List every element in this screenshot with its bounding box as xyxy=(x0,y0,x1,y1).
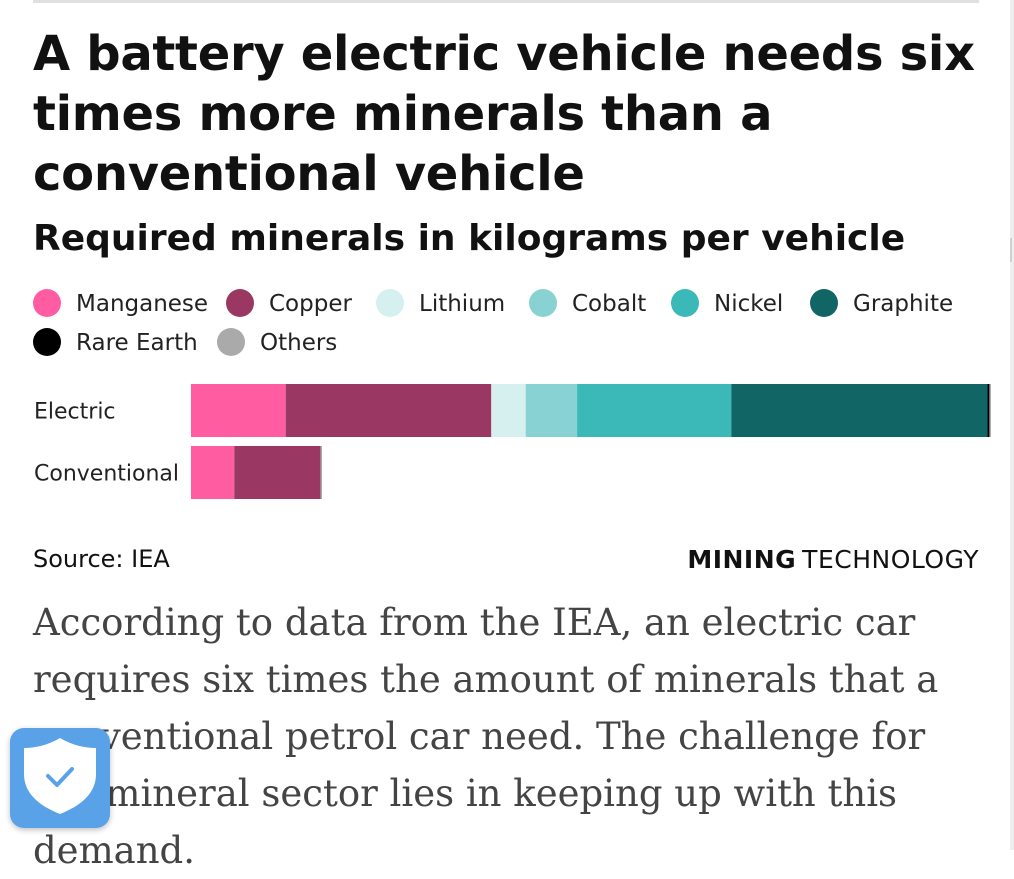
legend-swatch xyxy=(33,289,61,317)
legend-swatch xyxy=(810,289,838,317)
legend-swatch xyxy=(529,289,557,317)
legend-label: Others xyxy=(260,330,338,356)
security-badge-button[interactable] xyxy=(10,728,110,828)
brand-logo: MINING TECHNOLOGY xyxy=(687,544,979,576)
chart-plot-area: Electric Conventional xyxy=(34,384,991,499)
legend-label: Cobalt xyxy=(572,291,647,317)
bar-segment-conventional-copper xyxy=(234,446,321,499)
legend-swatch xyxy=(671,289,699,317)
scrollbar-track[interactable] xyxy=(1010,0,1014,850)
bar-segment-conventional-manganese xyxy=(191,446,235,499)
bar-segment-conventional-others xyxy=(320,446,322,499)
bar-segment-electric-nickel xyxy=(577,384,732,437)
top-rule xyxy=(33,0,979,3)
source-note: Source: IEA xyxy=(33,545,170,573)
legend-label: Nickel xyxy=(714,291,784,317)
category-label-electric: Electric xyxy=(34,400,116,425)
legend-label: Graphite xyxy=(853,291,954,317)
bar-segment-electric-lithium xyxy=(491,384,526,437)
legend-label: Copper xyxy=(269,291,352,317)
bar-segment-electric-manganese xyxy=(191,384,286,437)
shield-check-icon xyxy=(24,738,96,814)
bar-segment-electric-others xyxy=(989,384,991,437)
stacked-bar-chart: Electric Conventional xyxy=(0,370,1014,520)
bar-segment-electric-graphite xyxy=(731,384,988,437)
legend-label: Lithium xyxy=(419,291,506,317)
brand-logo-light: TECHNOLOGY xyxy=(802,545,979,574)
legend-swatch xyxy=(33,328,61,356)
article-paragraph: According to data from the IEA, an elect… xyxy=(33,601,939,872)
legend-swatch xyxy=(226,289,254,317)
legend-label: Manganese xyxy=(76,291,209,317)
bar-segment-electric-rare-earth xyxy=(987,384,990,437)
scrollbar-thumb[interactable] xyxy=(1010,238,1012,262)
legend-label: Rare Earth xyxy=(76,330,198,356)
category-label-conventional: Conventional xyxy=(34,462,179,487)
legend-swatch xyxy=(376,289,404,317)
brand-logo-bold: MINING xyxy=(687,545,797,574)
legend-swatch xyxy=(217,328,245,356)
bar-segment-electric-copper xyxy=(285,384,492,437)
chart-title: A battery electric vehicle needs six tim… xyxy=(33,26,975,202)
bar-segment-electric-cobalt xyxy=(525,384,578,437)
chart-subtitle: Required minerals in kilograms per vehic… xyxy=(33,218,906,259)
